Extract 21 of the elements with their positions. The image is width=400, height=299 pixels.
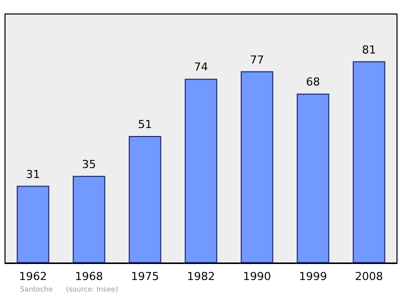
bar xyxy=(296,94,330,263)
data-label: 81 xyxy=(362,43,376,56)
data-label: 31 xyxy=(26,168,40,181)
x-tick-label: 1999 xyxy=(299,270,327,283)
bar xyxy=(72,176,106,263)
x-tick-label: 1975 xyxy=(131,270,159,283)
x-tick-label: 1968 xyxy=(75,270,103,283)
bar xyxy=(16,186,50,263)
bar xyxy=(240,71,274,263)
bar xyxy=(128,136,162,263)
data-label: 35 xyxy=(82,158,96,171)
x-tick-label: 1982 xyxy=(187,270,215,283)
x-tick-label: 2008 xyxy=(355,270,383,283)
x-tick-label: 1990 xyxy=(243,270,271,283)
data-label: 77 xyxy=(250,53,264,66)
x-tick-label: 1962 xyxy=(19,270,47,283)
data-label: 68 xyxy=(306,76,320,89)
bar xyxy=(352,61,386,263)
data-label: 51 xyxy=(138,118,152,132)
bar xyxy=(184,78,218,263)
data-label: 74 xyxy=(194,60,208,74)
